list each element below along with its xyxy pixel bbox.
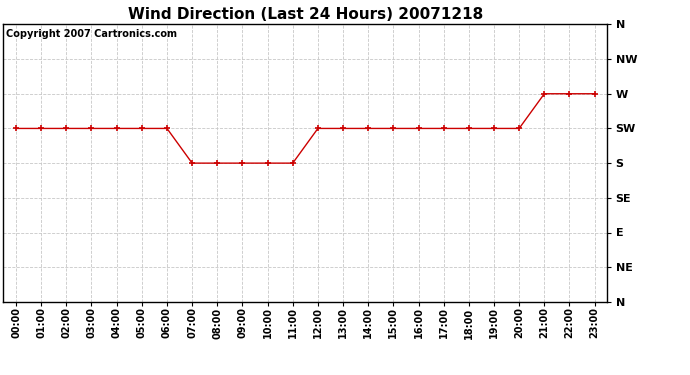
Title: Wind Direction (Last 24 Hours) 20071218: Wind Direction (Last 24 Hours) 20071218 xyxy=(128,7,483,22)
Text: Copyright 2007 Cartronics.com: Copyright 2007 Cartronics.com xyxy=(6,28,177,39)
